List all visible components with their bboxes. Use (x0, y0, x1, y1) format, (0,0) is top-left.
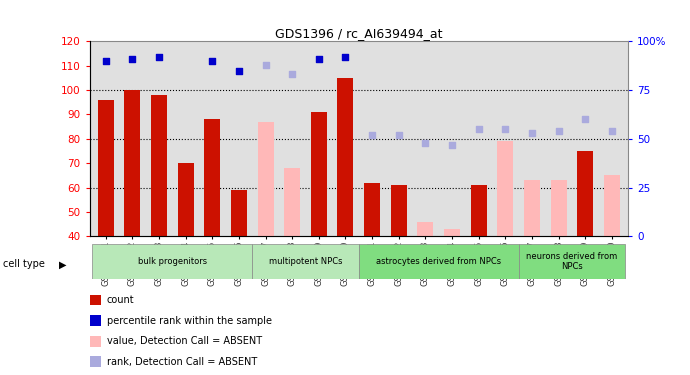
Bar (90, 295, 101, 305)
Text: cell type: cell type (3, 260, 46, 269)
Point (393, 132, 404, 138)
Bar (231, 190, 247, 236)
Bar (391, 185, 407, 236)
Bar (90, 315, 101, 326)
Bar (177, 163, 194, 236)
Bar (364, 183, 380, 236)
Bar (497, 141, 513, 236)
Bar (359, 244, 519, 279)
Point (260, 62, 271, 68)
Point (100, 58, 111, 64)
Bar (90, 336, 101, 346)
Point (446, 142, 457, 148)
Bar (284, 168, 300, 236)
Bar (417, 222, 433, 236)
Point (313, 56, 324, 62)
Bar (519, 244, 625, 279)
Bar (204, 119, 220, 236)
Text: value, Detection Call = ABSENT: value, Detection Call = ABSENT (107, 336, 262, 346)
Point (420, 140, 431, 146)
Bar (337, 78, 353, 236)
Point (526, 130, 538, 136)
Bar (524, 180, 540, 236)
Point (366, 132, 377, 138)
Bar (310, 112, 327, 236)
Bar (578, 151, 593, 236)
Text: astrocytes derived from NPCs: astrocytes derived from NPCs (376, 257, 502, 266)
Bar (124, 90, 140, 236)
Text: bulk progenitors: bulk progenitors (138, 257, 207, 266)
Title: GDS1396 / rc_AI639494_at: GDS1396 / rc_AI639494_at (275, 27, 442, 40)
Bar (98, 100, 114, 236)
Point (286, 71, 297, 77)
Point (340, 54, 351, 60)
Text: percentile rank within the sample: percentile rank within the sample (107, 316, 272, 326)
Text: multipotent NPCs: multipotent NPCs (269, 257, 342, 266)
Point (233, 68, 244, 74)
Text: count: count (107, 295, 135, 305)
Point (127, 56, 138, 62)
Bar (92, 244, 253, 279)
Point (553, 128, 564, 134)
Bar (444, 229, 460, 236)
Bar (151, 95, 167, 236)
Point (580, 116, 591, 122)
Bar (604, 176, 620, 236)
Text: ▶: ▶ (59, 260, 66, 269)
Bar (253, 244, 359, 279)
Point (607, 128, 618, 134)
Point (153, 54, 164, 60)
Point (473, 126, 484, 132)
Bar (90, 357, 101, 367)
Bar (551, 180, 566, 236)
Bar (471, 185, 486, 236)
Point (207, 58, 218, 64)
Point (500, 126, 511, 132)
Text: neurons derived from
NPCs: neurons derived from NPCs (526, 252, 618, 271)
Bar (257, 122, 273, 236)
Text: rank, Detection Call = ABSENT: rank, Detection Call = ABSENT (107, 357, 257, 367)
